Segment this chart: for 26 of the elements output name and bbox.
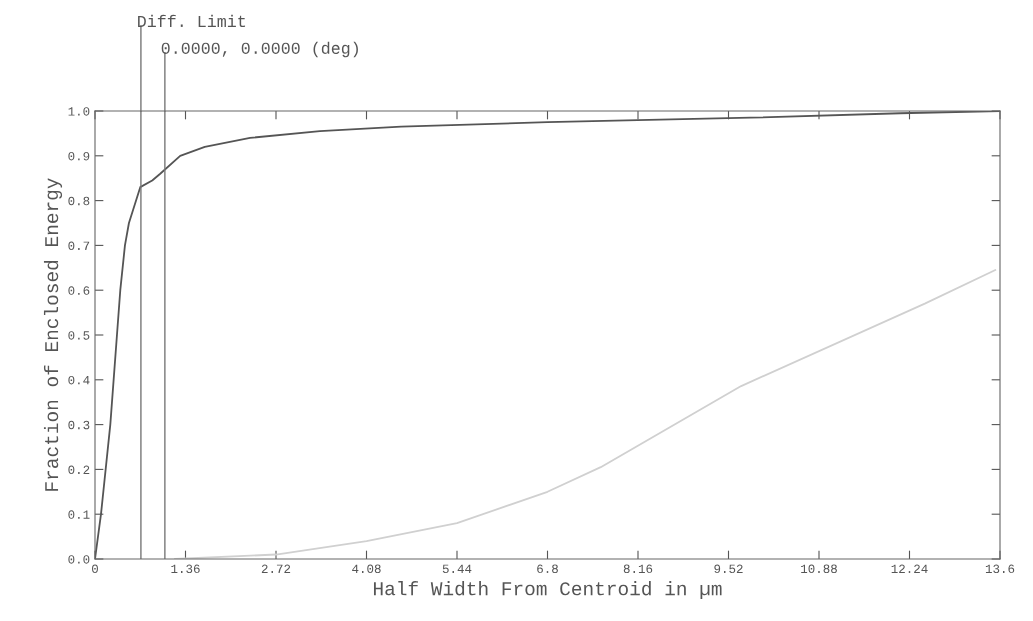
- x-axis-title: Half Width From Centroid in µm: [373, 581, 722, 599]
- y-tick-label: 0.5: [68, 331, 90, 340]
- x-tick-label: 6.8: [537, 564, 558, 574]
- x-tick-label: 9.52: [714, 564, 743, 574]
- y-tick-label: 0.1: [68, 510, 90, 519]
- x-tick-label: 8.16: [623, 564, 653, 574]
- y-tick-label: 1.0: [68, 107, 90, 116]
- x-tick-label: 4.08: [352, 564, 381, 574]
- x-tick-label: 5.44: [442, 564, 472, 574]
- ref-line-label: Diff. Limit: [138, 14, 246, 28]
- x-tick-label: 13.6: [985, 564, 1015, 574]
- x-tick-label: 12.24: [891, 564, 928, 573]
- y-tick-label: 0.9: [68, 151, 90, 161]
- y-tick-label: 0.2: [68, 465, 90, 475]
- x-tick-label: 1.36: [171, 564, 200, 574]
- x-tick-label: 0: [92, 564, 98, 574]
- y-axis-title: Fraction of Enclosed Energy: [43, 178, 63, 491]
- ref-line-label: 0.0000, 0.0000 (deg): [161, 41, 358, 58]
- y-tick-label: 0.0: [68, 555, 90, 564]
- x-tick-label: 2.72: [261, 564, 291, 573]
- y-tick-label: 0.7: [68, 241, 90, 251]
- x-tick-label: 10.88: [801, 564, 837, 574]
- y-tick-label: 0.6: [68, 286, 90, 295]
- y-tick-label: 0.3: [68, 420, 90, 430]
- y-tick-label: 0.8: [68, 196, 90, 206]
- y-tick-label: 0.4: [68, 375, 90, 385]
